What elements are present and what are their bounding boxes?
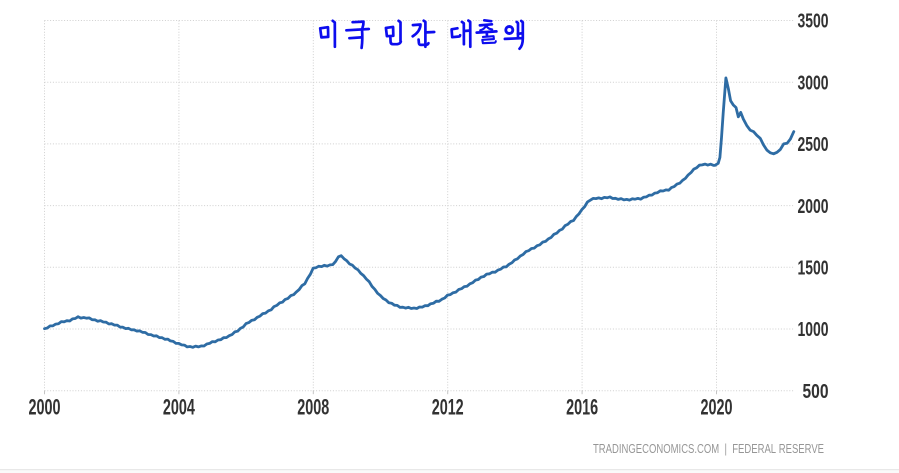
svg-text:3500: 3500 xyxy=(798,11,829,33)
svg-text:TRADINGECONOMICS.COM | FEDER: TRADINGECONOMICS.COM | FEDERAL RESERVE xyxy=(593,441,824,456)
svg-text:3000: 3000 xyxy=(798,72,829,94)
svg-text:2000: 2000 xyxy=(798,196,829,218)
svg-text:2500: 2500 xyxy=(798,134,829,156)
svg-text:2012: 2012 xyxy=(432,395,464,420)
svg-text:500: 500 xyxy=(803,381,829,403)
svg-text:2008: 2008 xyxy=(297,395,329,420)
svg-text:2016: 2016 xyxy=(566,395,598,420)
svg-text:2020: 2020 xyxy=(701,395,733,420)
svg-text:2004: 2004 xyxy=(163,395,195,420)
svg-text:1500: 1500 xyxy=(798,258,829,280)
svg-text:2000: 2000 xyxy=(29,395,61,420)
svg-text:1000: 1000 xyxy=(798,319,829,341)
